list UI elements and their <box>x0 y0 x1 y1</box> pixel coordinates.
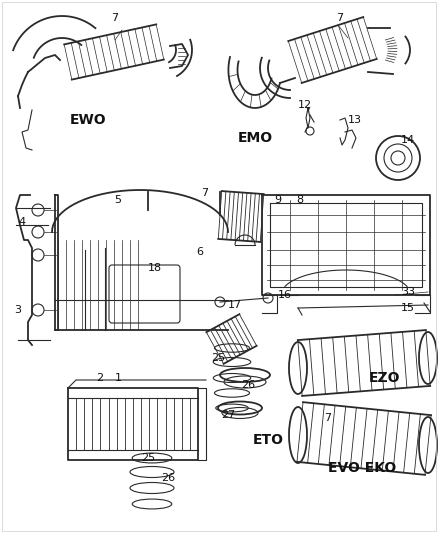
Text: 16: 16 <box>278 290 292 300</box>
Text: 12: 12 <box>298 100 312 110</box>
Text: 27: 27 <box>221 410 235 420</box>
Text: 2: 2 <box>96 373 103 383</box>
Text: 13: 13 <box>348 115 362 125</box>
Text: 14: 14 <box>401 135 415 145</box>
Text: EWO: EWO <box>70 113 106 127</box>
Text: ETO: ETO <box>252 433 283 447</box>
Text: 6: 6 <box>197 247 204 257</box>
Text: 7: 7 <box>201 188 208 198</box>
Text: 18: 18 <box>148 263 162 273</box>
Text: 17: 17 <box>228 300 242 310</box>
Text: 1: 1 <box>114 373 121 383</box>
Text: 25: 25 <box>141 453 155 463</box>
Text: 15: 15 <box>401 303 415 313</box>
Text: 4: 4 <box>18 217 25 227</box>
Text: 9: 9 <box>275 195 282 205</box>
Text: EZO: EZO <box>369 371 401 385</box>
Text: 26: 26 <box>241 380 255 390</box>
Text: 8: 8 <box>297 195 304 205</box>
Text: EVO EKO: EVO EKO <box>328 461 396 475</box>
Text: 7: 7 <box>111 13 119 23</box>
Text: 26: 26 <box>161 473 175 483</box>
Text: 5: 5 <box>114 195 121 205</box>
Text: 7: 7 <box>336 13 343 23</box>
Text: EMO: EMO <box>237 131 272 145</box>
Text: 3: 3 <box>14 305 21 315</box>
Text: 7: 7 <box>325 413 332 423</box>
Text: 33: 33 <box>401 287 415 297</box>
Text: 25: 25 <box>211 353 225 363</box>
